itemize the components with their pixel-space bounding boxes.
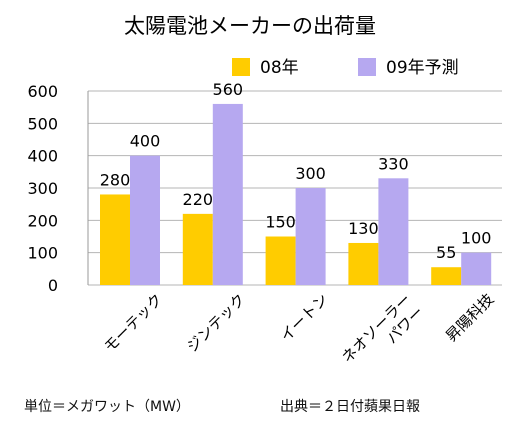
- bar-series2: [130, 155, 160, 285]
- bar-series1: [182, 213, 213, 285]
- legend: 08年 09年予測: [232, 58, 459, 78]
- bar-series1: [348, 242, 379, 285]
- x-category-label: ジンテック: [183, 290, 249, 356]
- bar-series2: [378, 178, 409, 285]
- y-ticks: 0 100 200 300 400 500 600: [27, 82, 58, 295]
- chart-title: 太陽電池メーカーの出荷量: [124, 14, 376, 38]
- bar-series1: [100, 194, 130, 285]
- data-labels: 280 400 220 560 150 300 130 330 55 100: [100, 80, 492, 262]
- source-note: 出典＝２日付蘋果日報: [280, 399, 420, 415]
- bar-series2: [461, 252, 492, 285]
- bar-series1: [431, 267, 462, 285]
- data-label: 300: [295, 164, 326, 183]
- y-tick-label: 200: [27, 211, 58, 230]
- legend-label: 08年: [260, 58, 299, 78]
- bar-series1: [265, 236, 296, 285]
- data-label: 400: [130, 132, 161, 151]
- data-label: 280: [100, 170, 131, 189]
- data-label: 55: [436, 243, 456, 262]
- legend-swatch: [358, 58, 376, 76]
- y-tick-label: 400: [27, 147, 58, 166]
- legend-swatch: [232, 58, 250, 76]
- x-category-label: 昇陽科技: [442, 290, 497, 345]
- data-label: 560: [213, 80, 244, 99]
- data-label: 150: [265, 213, 296, 232]
- data-label: 100: [461, 229, 492, 248]
- data-label: 330: [378, 154, 409, 173]
- data-label: 220: [183, 190, 214, 209]
- y-tick-label: 0: [48, 276, 58, 295]
- y-tick-label: 600: [27, 82, 58, 101]
- y-tick-label: 300: [27, 179, 58, 198]
- x-category-label: イートン: [277, 290, 332, 345]
- unit-note: 単位＝メガワット（MW）: [24, 399, 190, 415]
- legend-label: 09年予測: [386, 58, 459, 78]
- y-tick-label: 100: [27, 244, 58, 263]
- bar-series2: [295, 188, 326, 285]
- data-label: 130: [348, 219, 379, 238]
- bar-series2: [212, 103, 243, 285]
- x-category-label: モーテック: [100, 290, 166, 356]
- x-categories: モーテック ジンテック イートン ネオソーラーパワー 昇陽科技: [100, 290, 497, 379]
- bars: [100, 103, 492, 285]
- y-tick-label: 500: [27, 114, 58, 133]
- x-category-label: ネオソーラーパワー: [338, 290, 427, 379]
